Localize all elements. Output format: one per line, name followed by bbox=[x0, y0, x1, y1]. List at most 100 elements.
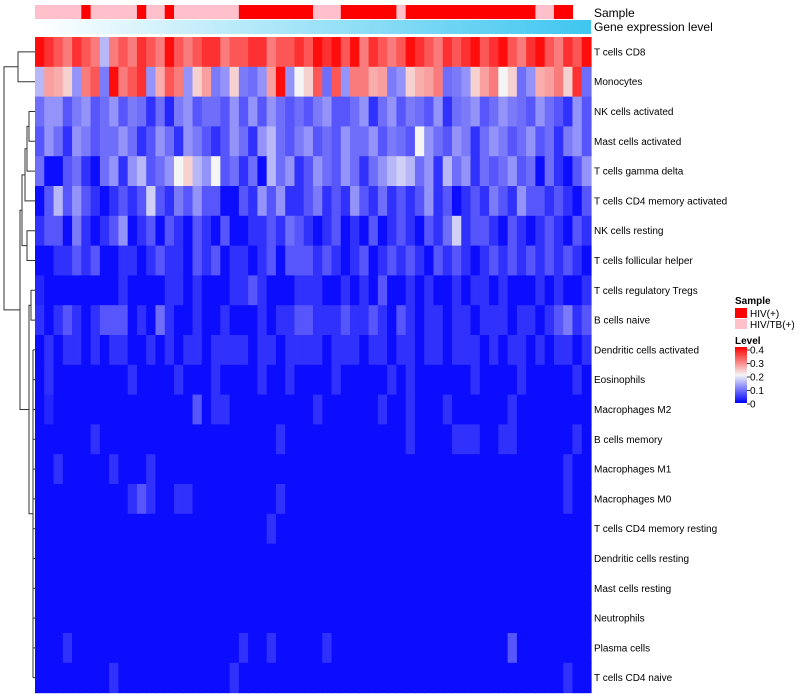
heatmap-cell bbox=[368, 305, 379, 336]
heatmap-cell bbox=[220, 573, 231, 604]
heatmap-cell bbox=[498, 126, 509, 157]
heatmap-cell bbox=[211, 275, 221, 306]
heatmap-cell bbox=[387, 603, 397, 634]
heatmap-cell bbox=[303, 156, 314, 187]
heatmap-cell bbox=[229, 275, 240, 306]
heatmap-cell bbox=[516, 662, 527, 694]
heatmap-cell bbox=[572, 335, 583, 366]
heatmap-cell bbox=[211, 335, 221, 366]
heatmap-cell bbox=[201, 126, 212, 157]
heatmap-cell bbox=[118, 394, 129, 425]
heatmap-cell bbox=[535, 37, 546, 68]
heatmap-cell bbox=[572, 633, 583, 664]
sample-cell bbox=[433, 5, 444, 19]
heatmap-cell bbox=[183, 543, 194, 574]
heatmap-cell bbox=[433, 186, 444, 217]
heatmap-cell bbox=[72, 662, 82, 694]
heatmap-cell bbox=[331, 66, 342, 98]
heatmap-cell bbox=[146, 245, 157, 276]
heatmap-cell bbox=[340, 394, 351, 425]
heatmap-cell bbox=[238, 96, 249, 127]
heatmap-cell bbox=[479, 513, 490, 545]
heatmap-cell bbox=[470, 573, 481, 604]
heatmap-cell bbox=[498, 603, 509, 634]
heatmap-cell bbox=[303, 603, 314, 634]
heatmap-cell bbox=[498, 662, 509, 694]
heatmap-cell bbox=[192, 156, 203, 187]
sample-legend: Sample HIV(+) HIV/TB(+) bbox=[735, 296, 795, 331]
sample-cell bbox=[118, 5, 129, 19]
sample-cell bbox=[489, 5, 499, 19]
heatmap-cell bbox=[414, 156, 425, 187]
heatmap-cell bbox=[72, 633, 82, 664]
heatmap-cell bbox=[81, 633, 92, 664]
heatmap-cell bbox=[396, 394, 407, 425]
heatmap-cell bbox=[340, 245, 351, 276]
heatmap-cell bbox=[424, 454, 435, 485]
heatmap-cell bbox=[470, 424, 481, 455]
row-label: T cells CD8 bbox=[594, 47, 646, 58]
heatmap-cell bbox=[544, 37, 555, 68]
heatmap-cell bbox=[118, 156, 129, 187]
heatmap-cell bbox=[81, 37, 92, 68]
heatmap-cell bbox=[118, 96, 129, 127]
heatmap-cell bbox=[174, 454, 184, 485]
heatmap-cell bbox=[201, 37, 212, 68]
row-label: Macrophages M0 bbox=[594, 494, 672, 505]
heatmap-cell bbox=[146, 454, 157, 485]
heatmap-cell bbox=[257, 96, 268, 127]
heatmap-cell bbox=[313, 245, 323, 276]
heatmap-cell bbox=[118, 513, 129, 545]
heatmap-cell bbox=[544, 126, 555, 157]
heatmap-cell bbox=[303, 215, 314, 247]
heatmap-cell bbox=[479, 37, 490, 68]
heatmap-cell bbox=[405, 633, 416, 664]
heatmap-cell bbox=[331, 215, 342, 247]
heatmap-cell bbox=[359, 364, 370, 396]
heatmap-cell bbox=[507, 394, 518, 425]
heatmap-cell bbox=[174, 662, 184, 694]
heatmap-cell bbox=[396, 37, 407, 68]
heatmap-cell bbox=[470, 335, 481, 366]
heatmap-cell bbox=[211, 305, 221, 336]
heatmap-cell bbox=[146, 96, 157, 127]
heatmap-cell bbox=[146, 662, 157, 694]
heatmap-cell bbox=[285, 96, 296, 127]
heatmap-cell bbox=[72, 215, 82, 247]
heatmap-cell bbox=[377, 603, 388, 634]
heatmap-cell bbox=[581, 394, 592, 425]
heatmap-cell bbox=[285, 126, 296, 157]
heatmap-cell bbox=[563, 484, 574, 515]
heatmap-cell bbox=[164, 424, 175, 455]
sample-cell bbox=[275, 5, 286, 19]
heatmap-cell bbox=[275, 335, 286, 366]
heatmap-cell bbox=[331, 573, 342, 604]
heatmap-cell bbox=[572, 662, 583, 694]
heatmap-cell bbox=[563, 126, 574, 157]
heatmap-cell bbox=[350, 484, 360, 515]
heatmap-cell bbox=[359, 186, 370, 217]
heatmap-cell bbox=[414, 454, 425, 485]
sample-cell bbox=[285, 5, 296, 19]
sample-cell bbox=[174, 5, 184, 19]
heatmap-cell bbox=[387, 364, 397, 396]
dendrogram-branch bbox=[30, 289, 35, 321]
heatmap-cell bbox=[174, 394, 184, 425]
heatmap-cell bbox=[146, 513, 157, 545]
heatmap-cell bbox=[368, 96, 379, 127]
sample-cell bbox=[526, 5, 536, 19]
heatmap-cell bbox=[405, 66, 416, 98]
heatmap-cell bbox=[350, 543, 360, 574]
heatmap-cell bbox=[396, 513, 407, 545]
heatmap-cell bbox=[303, 424, 314, 455]
heatmap-cell bbox=[109, 126, 119, 157]
heatmap-cell bbox=[387, 454, 397, 485]
heatmap-cell bbox=[275, 245, 286, 276]
heatmap-cell bbox=[35, 424, 45, 455]
heatmap-cell bbox=[340, 215, 351, 247]
heatmap-cell bbox=[155, 454, 166, 485]
heatmap-cell bbox=[109, 186, 119, 217]
heatmap-cell bbox=[266, 215, 277, 247]
heatmap-cell bbox=[174, 633, 184, 664]
